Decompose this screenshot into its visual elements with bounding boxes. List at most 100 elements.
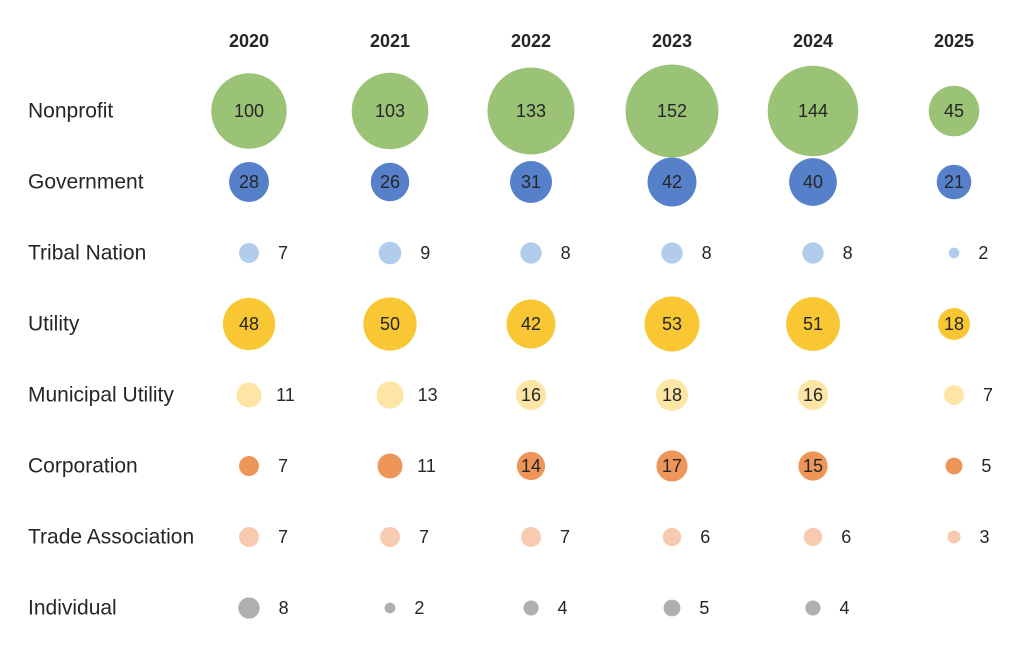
value-label-nonprofit-2021: 103 bbox=[375, 101, 405, 121]
year-label-2023: 2023 bbox=[652, 31, 692, 51]
value-label-trade-association-2025: 3 bbox=[980, 527, 990, 547]
bubble-municipal-utility-2025 bbox=[944, 385, 964, 405]
value-label-government-2025: 21 bbox=[944, 172, 964, 192]
value-label-individual-2023: 5 bbox=[699, 598, 709, 618]
bubble-individual-2022 bbox=[523, 600, 539, 616]
value-label-corporation-2022: 14 bbox=[521, 456, 541, 476]
value-label-nonprofit-2020: 100 bbox=[234, 101, 264, 121]
bubble-government-2022 bbox=[510, 161, 552, 203]
bubble-corporation-2023 bbox=[656, 450, 688, 482]
value-label-corporation-2023: 17 bbox=[662, 456, 682, 476]
year-label-2021: 2021 bbox=[370, 31, 410, 51]
bubble-individual-2023 bbox=[663, 599, 681, 617]
value-label-utility-2020: 48 bbox=[239, 314, 259, 334]
bubble-nonprofit-2020 bbox=[211, 73, 287, 149]
bubble-tribal-nation-2020 bbox=[239, 243, 259, 263]
bubble-government-2020 bbox=[229, 162, 269, 202]
bubble-nonprofit-2024 bbox=[767, 65, 859, 157]
bubble-municipal-utility-2020 bbox=[236, 382, 262, 408]
bubble-utility-2020 bbox=[222, 297, 276, 351]
value-label-municipal-utility-2022: 16 bbox=[521, 385, 541, 405]
value-label-government-2021: 26 bbox=[380, 172, 400, 192]
row-label-trade-association: Trade Association bbox=[28, 526, 194, 549]
bubble-nonprofit-2025 bbox=[928, 85, 980, 137]
value-label-municipal-utility-2025: 7 bbox=[983, 385, 993, 405]
value-label-individual-2024: 4 bbox=[840, 598, 850, 618]
bubble-tribal-nation-2024 bbox=[802, 242, 824, 264]
bubble-nonprofit-2023 bbox=[625, 64, 719, 158]
bubble-government-2023 bbox=[647, 157, 697, 207]
bubble-government-2025 bbox=[936, 164, 972, 200]
value-label-government-2022: 31 bbox=[521, 172, 541, 192]
value-label-government-2023: 42 bbox=[662, 172, 682, 192]
year-label-2020: 2020 bbox=[229, 31, 269, 51]
bubble-municipal-utility-2022 bbox=[515, 379, 547, 411]
year-label-2022: 2022 bbox=[511, 31, 551, 51]
value-label-municipal-utility-2021: 13 bbox=[418, 385, 438, 405]
bubble-utility-2023 bbox=[644, 296, 700, 352]
bubble-trade-association-2021 bbox=[380, 527, 400, 547]
bubble-tribal-nation-2022 bbox=[520, 242, 542, 264]
value-label-trade-association-2023: 6 bbox=[700, 527, 710, 547]
bubble-tribal-nation-2023 bbox=[661, 242, 683, 264]
value-label-tribal-nation-2023: 8 bbox=[702, 243, 712, 263]
row-label-municipal-utility: Municipal Utility bbox=[28, 384, 174, 407]
bubble-utility-2022 bbox=[506, 299, 556, 349]
bubble-trade-association-2024 bbox=[803, 527, 823, 547]
bubble-utility-2025 bbox=[938, 308, 970, 340]
bubble-corporation-2024 bbox=[798, 451, 828, 481]
year-label-2025: 2025 bbox=[934, 31, 974, 51]
year-label-2024: 2024 bbox=[793, 31, 833, 51]
bubble-individual-2020 bbox=[238, 597, 260, 619]
bubble-municipal-utility-2021 bbox=[376, 381, 404, 409]
value-label-corporation-2021: 11 bbox=[417, 456, 436, 476]
value-label-corporation-2020: 7 bbox=[278, 456, 288, 476]
value-label-utility-2025: 18 bbox=[944, 314, 964, 334]
bubble-tribal-nation-2025 bbox=[948, 247, 960, 259]
value-label-tribal-nation-2024: 8 bbox=[843, 243, 853, 263]
bubble-municipal-utility-2023 bbox=[656, 379, 688, 411]
value-label-municipal-utility-2024: 16 bbox=[803, 385, 823, 405]
value-label-nonprofit-2025: 45 bbox=[944, 101, 964, 121]
row-label-utility: Utility bbox=[28, 313, 80, 336]
row-label-government: Government bbox=[28, 171, 144, 194]
bubble-government-2024 bbox=[789, 158, 837, 206]
bubble-layer bbox=[211, 64, 980, 619]
value-label-utility-2022: 42 bbox=[521, 314, 541, 334]
bubble-nonprofit-2021 bbox=[351, 72, 429, 150]
bubble-corporation-2025 bbox=[945, 457, 963, 475]
bubble-government-2021 bbox=[370, 162, 410, 202]
value-label-municipal-utility-2020: 11 bbox=[276, 385, 295, 405]
value-label-corporation-2025: 5 bbox=[981, 456, 991, 476]
value-label-utility-2024: 51 bbox=[803, 314, 823, 334]
bubble-trade-association-2020 bbox=[239, 527, 259, 547]
value-label-trade-association-2021: 7 bbox=[419, 527, 429, 547]
value-label-individual-2021: 2 bbox=[414, 598, 424, 618]
value-label-trade-association-2024: 6 bbox=[841, 527, 851, 547]
value-label-trade-association-2020: 7 bbox=[278, 527, 288, 547]
value-label-individual-2022: 4 bbox=[558, 598, 568, 618]
row-label-nonprofit: Nonprofit bbox=[28, 100, 113, 123]
value-label-nonprofit-2024: 144 bbox=[798, 101, 828, 121]
value-label-municipal-utility-2023: 18 bbox=[662, 385, 682, 405]
row-label-tribal-nation: Tribal Nation bbox=[28, 242, 146, 265]
value-label-tribal-nation-2025: 2 bbox=[978, 243, 988, 263]
bubble-corporation-2022 bbox=[516, 451, 546, 481]
bubble-utility-2024 bbox=[786, 297, 840, 351]
value-label-utility-2023: 53 bbox=[662, 314, 682, 334]
value-label-nonprofit-2022: 133 bbox=[516, 101, 546, 121]
bubble-nonprofit-2022 bbox=[487, 67, 575, 155]
bubble-corporation-2021 bbox=[377, 453, 403, 479]
bubble-individual-2024 bbox=[805, 600, 821, 616]
bubble-municipal-utility-2024 bbox=[797, 379, 829, 411]
row-label-individual: Individual bbox=[28, 597, 117, 620]
bubble-trade-association-2022 bbox=[521, 527, 541, 547]
value-label-nonprofit-2023: 152 bbox=[657, 101, 687, 121]
bubble-corporation-2020 bbox=[239, 456, 259, 476]
value-label-individual-2020: 8 bbox=[279, 598, 289, 618]
row-label-corporation: Corporation bbox=[28, 455, 138, 478]
value-label-utility-2021: 50 bbox=[380, 314, 400, 334]
value-label-tribal-nation-2022: 8 bbox=[561, 243, 571, 263]
